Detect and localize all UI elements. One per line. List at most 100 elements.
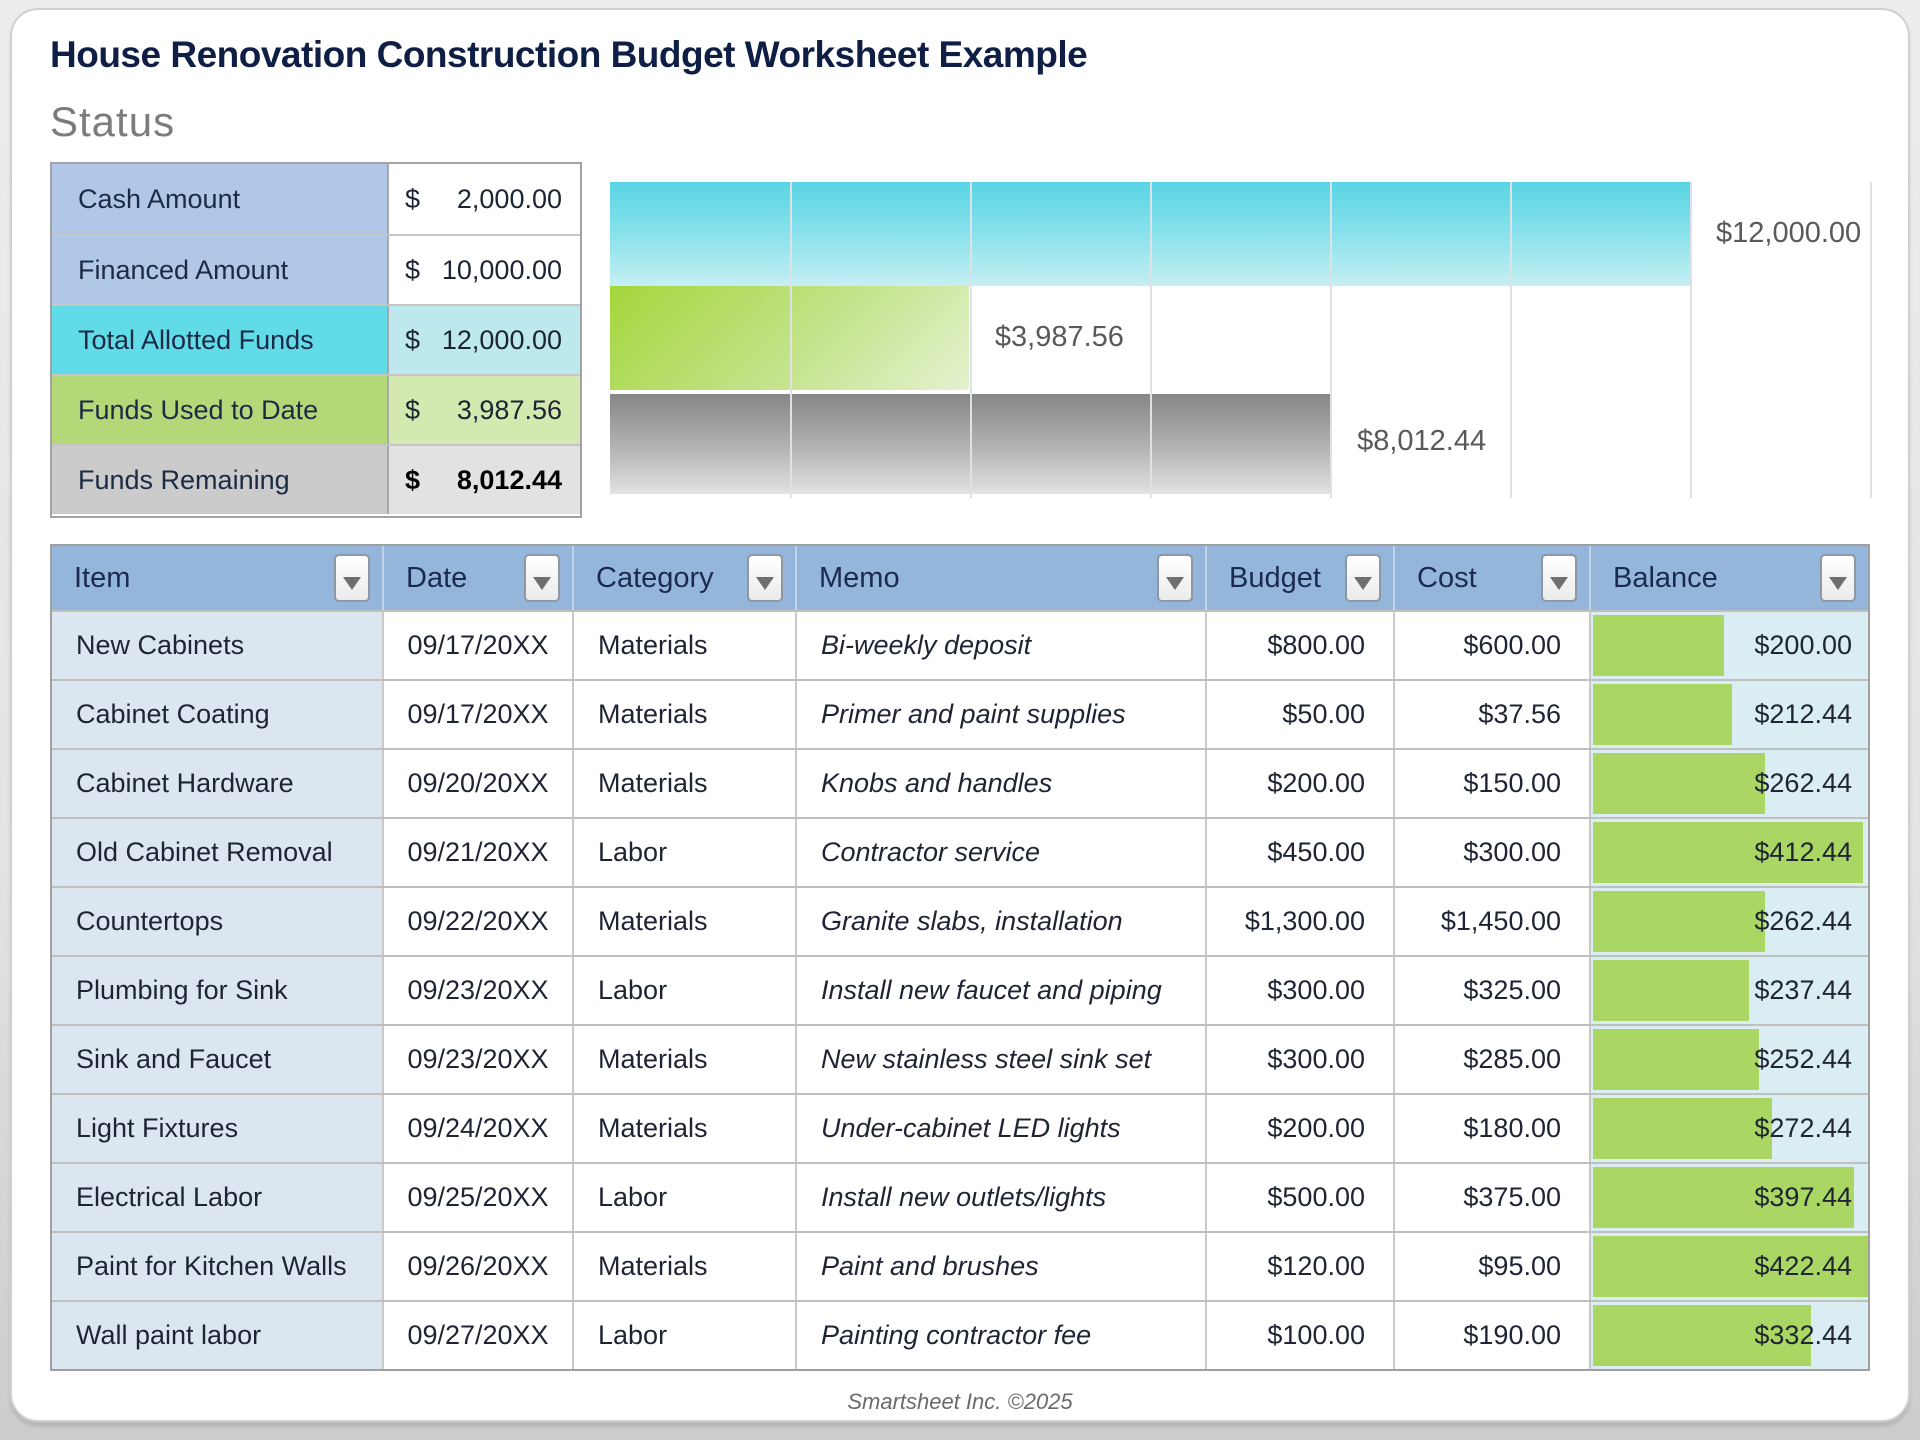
chart-gridline xyxy=(1870,182,1872,498)
budget-cell: $50.00 xyxy=(1207,681,1395,748)
date-cell: 09/23/20XX xyxy=(384,1026,574,1093)
table-row: New Cabinets 09/17/20XX Materials Bi-wee… xyxy=(52,610,1868,679)
currency-symbol: $ xyxy=(405,464,421,495)
balance-cell: $262.44 xyxy=(1591,888,1868,955)
balance-cell: $237.44 xyxy=(1591,957,1868,1024)
status-amount: 8,012.44 xyxy=(456,464,562,495)
chart-bar-row: $12,000.00 xyxy=(610,182,1872,286)
category-cell: Materials xyxy=(574,612,797,679)
balance-amount: $200.00 xyxy=(1754,630,1852,660)
column-header-label: Balance xyxy=(1613,561,1718,594)
memo-cell: Painting contractor fee xyxy=(797,1302,1207,1369)
filter-dropdown-icon xyxy=(1829,576,1847,590)
cost-cell: $180.00 xyxy=(1395,1095,1591,1162)
budget-cell: $300.00 xyxy=(1207,1026,1395,1093)
chart-bar xyxy=(610,285,969,390)
memo-cell: Knobs and handles xyxy=(797,750,1207,817)
filter-dropdown-icon xyxy=(533,576,551,590)
item-cell: Wall paint labor xyxy=(52,1302,384,1369)
column-header: Item xyxy=(52,546,384,610)
status-amount: 2,000.00 xyxy=(456,183,562,214)
column-header-label: Cost xyxy=(1417,561,1477,594)
balance-cell: $272.44 xyxy=(1591,1095,1868,1162)
filter-dropdown-icon xyxy=(1166,576,1184,590)
cost-cell: $1,450.00 xyxy=(1395,888,1591,955)
filter-button[interactable] xyxy=(524,554,560,602)
balance-cell: $422.44 xyxy=(1591,1233,1868,1300)
balance-data-bar xyxy=(1593,891,1766,952)
chart-gridline xyxy=(1690,182,1692,498)
currency-symbol: $ xyxy=(405,183,421,214)
item-cell: New Cabinets xyxy=(52,612,384,679)
item-cell: Cabinet Coating xyxy=(52,681,384,748)
balance-data-bar xyxy=(1593,615,1725,676)
balance-amount: $262.44 xyxy=(1754,768,1852,798)
column-header-label: Memo xyxy=(819,561,900,594)
date-cell: 09/22/20XX xyxy=(384,888,574,955)
balance-data-bar xyxy=(1593,1098,1772,1159)
item-cell: Light Fixtures xyxy=(52,1095,384,1162)
balance-data-bar xyxy=(1593,960,1749,1021)
status-heading: Status xyxy=(50,98,176,145)
column-header: Budget xyxy=(1207,546,1395,610)
status-value-cell: $ 10,000.00 xyxy=(389,236,580,304)
column-header: Memo xyxy=(797,546,1207,610)
memo-cell: Install new faucet and piping xyxy=(797,957,1207,1024)
category-cell: Materials xyxy=(574,1026,797,1093)
balance-amount: $262.44 xyxy=(1754,906,1852,936)
filter-button[interactable] xyxy=(1820,554,1856,602)
category-cell: Materials xyxy=(574,888,797,955)
column-header-label: Category xyxy=(596,561,714,594)
filter-button[interactable] xyxy=(1541,554,1577,602)
item-cell: Countertops xyxy=(52,888,384,955)
balance-data-bar xyxy=(1593,1305,1811,1366)
table-row: Electrical Labor 09/25/20XX Labor Instal… xyxy=(52,1162,1868,1231)
status-label: Funds Remaining xyxy=(52,446,389,514)
chart-gridline xyxy=(1150,182,1152,498)
budget-table-body: New Cabinets 09/17/20XX Materials Bi-wee… xyxy=(52,610,1868,1369)
memo-cell: Under-cabinet LED lights xyxy=(797,1095,1207,1162)
status-value-cell: $ 2,000.00 xyxy=(389,164,580,234)
date-cell: 09/17/20XX xyxy=(384,612,574,679)
balance-cell: $252.44 xyxy=(1591,1026,1868,1093)
worksheet-card: House Renovation Construction Budget Wor… xyxy=(10,8,1910,1422)
memo-cell: Paint and brushes xyxy=(797,1233,1207,1300)
chart-bar-row: $3,987.56 xyxy=(610,285,1870,390)
balance-data-bar xyxy=(1593,753,1766,814)
table-row: Plumbing for Sink 09/23/20XX Labor Insta… xyxy=(52,955,1868,1024)
item-cell: Sink and Faucet xyxy=(52,1026,384,1093)
filter-button[interactable] xyxy=(1157,554,1193,602)
table-row: Paint for Kitchen Walls 09/26/20XX Mater… xyxy=(52,1231,1868,1300)
status-amount: 10,000.00 xyxy=(441,254,562,285)
balance-cell: $397.44 xyxy=(1591,1164,1868,1231)
date-cell: 09/21/20XX xyxy=(384,819,574,886)
budget-cell: $300.00 xyxy=(1207,957,1395,1024)
filter-button[interactable] xyxy=(334,554,370,602)
column-header-label: Item xyxy=(74,561,131,594)
balance-cell: $212.44 xyxy=(1591,681,1868,748)
memo-cell: Contractor service xyxy=(797,819,1207,886)
chart-gridline xyxy=(1510,182,1512,498)
status-row: Funds Used to Date $ 3,987.56 xyxy=(52,374,580,444)
status-value-cell: $ 12,000.00 xyxy=(389,306,580,374)
cost-cell: $285.00 xyxy=(1395,1026,1591,1093)
date-cell: 09/25/20XX xyxy=(384,1164,574,1231)
status-amount: 3,987.56 xyxy=(456,394,562,425)
currency-symbol: $ xyxy=(405,394,421,425)
category-cell: Labor xyxy=(574,957,797,1024)
item-cell: Plumbing for Sink xyxy=(52,957,384,1024)
footer-credit: Smartsheet Inc. ©2025 xyxy=(847,1389,1073,1414)
status-label: Financed Amount xyxy=(52,236,389,304)
filter-button[interactable] xyxy=(747,554,783,602)
filter-button[interactable] xyxy=(1345,554,1381,602)
chart-bar-label: $3,987.56 xyxy=(984,315,1134,361)
status-row: Financed Amount $ 10,000.00 xyxy=(52,234,580,304)
date-cell: 09/26/20XX xyxy=(384,1233,574,1300)
table-row: Sink and Faucet 09/23/20XX Materials New… xyxy=(52,1024,1868,1093)
chart-bars: $12,000.00 $3,987.56 $8,012.44 xyxy=(610,182,1872,494)
memo-cell: Bi-weekly deposit xyxy=(797,612,1207,679)
balance-amount: $332.44 xyxy=(1754,1320,1852,1350)
item-cell: Electrical Labor xyxy=(52,1164,384,1231)
table-row: Old Cabinet Removal 09/21/20XX Labor Con… xyxy=(52,817,1868,886)
filter-dropdown-icon xyxy=(1354,576,1372,590)
